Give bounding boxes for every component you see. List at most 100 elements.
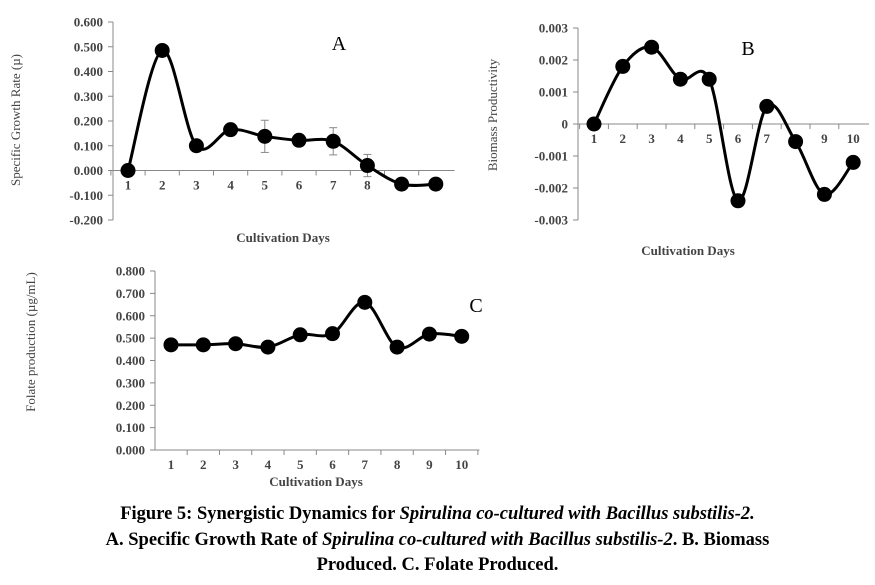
panel-b-data-point	[730, 193, 746, 209]
panel-c-y-tick-label: 0.700	[116, 286, 145, 301]
caption-panel-b-text: . B. Biomass	[672, 530, 770, 550]
panel-a-y-tick-label: 0.000	[74, 163, 103, 178]
panel-c-chart: 0.000 0.100 0.200 0.300 0.400 0.500 0.600 0.700…	[23, 264, 483, 490]
panel-c-x-tick-label: 6	[329, 457, 336, 472]
panel-b-x-tick-label: 9	[821, 131, 828, 146]
panel-a-x-tick-label: 2	[159, 178, 166, 193]
panel-c-x-tick-label: 9	[426, 457, 433, 472]
panel-a-y-axis-title: Specific Growth Rate (µ)	[8, 54, 23, 186]
panel-a-data-point	[428, 176, 444, 192]
panel-a-x-tick-label: 1	[125, 178, 132, 193]
panel-a-x-axis-title: Cultivation Days	[236, 230, 330, 245]
panel-a-data-point	[188, 138, 204, 154]
panel-c-x-tick-label: 2	[200, 457, 207, 472]
panel-c-x-tick-label: 4	[265, 457, 272, 472]
caption-panel-a-text: A. Specific Growth Rate of	[105, 530, 323, 550]
panel-b-label: B	[741, 38, 754, 60]
panel-b-x-tick-label: 1	[591, 131, 598, 146]
panel-c-x-tick-label: 3	[232, 457, 239, 472]
panel-a-data-point	[359, 158, 375, 174]
panel-b-x-tick-label: 7	[764, 131, 771, 146]
panel-a-data-point	[223, 122, 239, 138]
panel-b-y-tick-label: -0.001	[534, 149, 568, 164]
panel-a-y-tick-label: 0.200	[74, 114, 103, 129]
panel-c-data-point	[357, 294, 373, 310]
panel-b-x-axis-title: Cultivation Days	[641, 243, 735, 258]
panel-a-x-tick-label: 5	[262, 178, 269, 193]
panel-a-label: A	[332, 33, 347, 55]
panel-b-data-point	[586, 116, 602, 132]
panel-c-y-tick-label: 0.800	[116, 264, 145, 279]
panel-c-x-tick-label: 7	[362, 457, 369, 472]
panel-c-data-point	[292, 327, 308, 343]
panel-c-x-axis-title: Cultivation Days	[269, 474, 363, 489]
panel-c-data-point	[421, 326, 437, 342]
caption-organism: Spirulina co-cultured with Bacillus subs…	[399, 504, 755, 524]
panel-b-y-tick-label: 0	[562, 117, 569, 132]
panel-c-data-point	[260, 339, 276, 355]
panel-a-y-tick-label: 0.400	[74, 64, 103, 79]
panel-c-y-tick-label: 0.600	[116, 308, 145, 323]
panel-c-data-point	[228, 336, 244, 352]
panel-b-y-tick-label: -0.002	[534, 181, 568, 196]
panel-a-x-tick-label: 4	[227, 178, 234, 193]
panel-c-y-tick-label: 0.400	[116, 353, 145, 368]
panel-b-y-tick-label: 0.001	[539, 85, 568, 100]
panel-b-data-point	[701, 71, 717, 87]
figure-caption-line-3: Produced. C. Folate Produced.	[0, 554, 875, 577]
panel-c-y-tick-label: 0.100	[116, 420, 145, 435]
panel-b-x-tick-label: 10	[847, 131, 860, 146]
panel-c-y-axis-title: Folate production (µg/mL)	[23, 272, 38, 412]
panel-b-y-tick-label: 0.002	[539, 53, 568, 68]
panel-a-y-tick-label: -0.100	[69, 188, 103, 203]
caption-panel-a-organism: Spirulina co-cultured with Bacillus subs…	[322, 530, 673, 550]
panel-a-y-tick-label: 0.500	[74, 39, 103, 54]
panel-a-data-point	[394, 176, 410, 192]
panel-a-data-point	[325, 133, 341, 149]
panel-a-x-tick-label: 8	[364, 178, 371, 193]
figure-number: Figure 5:	[120, 504, 197, 524]
panel-a-y-tick-label: 0.600	[74, 15, 103, 30]
panel-c-data-point	[163, 337, 179, 353]
figure-caption-line-1: Figure 5: Synergistic Dynamics for Spiru…	[0, 503, 875, 526]
panel-c-series-line	[170, 300, 462, 350]
panel-c-data-point	[325, 326, 340, 342]
panel-a-series-line	[126, 48, 436, 187]
panel-a-x-tick-label: 6	[296, 178, 303, 193]
figure-caption-line-2: A. Specific Growth Rate of Spirulina co-…	[0, 529, 875, 552]
panel-a-data-point	[120, 163, 136, 178]
panel-b-x-tick-label: 6	[735, 131, 742, 146]
panel-c-x-tick-label: 8	[394, 457, 401, 472]
panel-b-y-tick-label: 0.003	[539, 21, 569, 36]
panel-b-x-tick-label: 4	[677, 131, 684, 146]
figure-5-charts: -0.200 -0.100 0.000 0.100 0.200 0.300 0.400 0.5…	[8, 15, 870, 490]
panel-b-data-point	[672, 71, 688, 87]
panel-b-data-point	[845, 154, 861, 170]
panel-b-data-point	[615, 58, 631, 74]
panel-a-y-tick-label: 0.100	[74, 138, 103, 153]
caption-panel-bc-text: Produced. C. Folate Produced.	[316, 555, 559, 575]
panel-a-y-tick-label: 0.300	[74, 89, 103, 104]
panel-a-data-point	[257, 128, 273, 144]
panel-a-x-tick-label: 7	[330, 178, 337, 193]
caption-title: Synergistic Dynamics for	[196, 504, 400, 524]
panel-c-y-tick-label: 0.000	[116, 443, 145, 458]
panel-b-data-point	[759, 98, 775, 114]
panel-c-y-tick-label: 0.500	[116, 331, 145, 346]
panel-b-y-axis-title: Biomass Productivity	[485, 58, 500, 171]
panel-c-x-tick-label: 10	[455, 457, 468, 472]
panel-b-series-line	[592, 45, 855, 203]
panel-a-data-point	[291, 132, 307, 148]
panel-b-x-tick-label: 3	[648, 131, 655, 146]
panel-c-label: C	[469, 295, 482, 317]
panel-b-data-point	[816, 186, 832, 202]
panel-c-y-tick-label: 0.200	[116, 398, 145, 413]
panel-c-x-tick-label: 1	[168, 457, 175, 472]
panel-b-y-tick-label: -0.003	[534, 213, 568, 228]
panel-b-x-tick-label: 5	[706, 131, 713, 146]
panel-a-x-tick-label: 3	[193, 178, 200, 193]
panel-a-data-point	[154, 42, 170, 58]
panel-c-x-tick-label: 5	[297, 457, 304, 472]
panel-c-data-point	[389, 339, 405, 355]
panel-c-data-point	[454, 328, 470, 344]
